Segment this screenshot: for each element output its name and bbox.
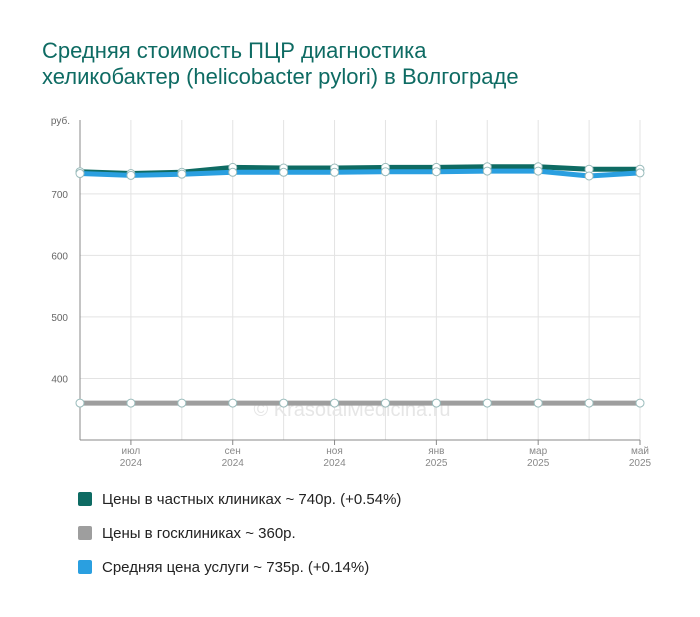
legend-item-public[interactable]: Цены в госклиниках ~ 360р. (78, 522, 401, 544)
legend-label-average: Средняя цена услуги ~ 735р. (+0.14%) (102, 558, 370, 576)
legend-item-private[interactable]: Цены в частных клиниках ~ 740р. (+0.54%) (78, 488, 401, 510)
data-point-average (635, 168, 645, 178)
y-tick-label: 500 (51, 313, 68, 324)
x-tick-label-month: май (631, 446, 649, 457)
legend-item-average[interactable]: Средняя цена услуги ~ 735р. (+0.14%) (78, 556, 401, 578)
legend-label-public: Цены в госклиниках ~ 360р. (102, 524, 296, 542)
y-tick-label: 400 (51, 374, 68, 385)
data-point-public (482, 398, 492, 408)
data-point-average (228, 167, 238, 177)
data-point-average (533, 166, 543, 176)
data-point-average (482, 166, 492, 176)
y-unit-label: руб. (51, 115, 70, 127)
legend-swatch-public (78, 526, 92, 540)
chart-title-line2: хеликобактер (helicobacter pylori) в Вол… (42, 64, 519, 89)
series-line-average (77, 168, 643, 179)
data-point-public (177, 398, 187, 408)
x-tick-label-month: сен (225, 446, 241, 457)
data-point-average (431, 167, 441, 177)
data-point-public (431, 398, 441, 408)
data-point-public (330, 398, 340, 408)
x-tick-label-month: янв (428, 446, 444, 457)
data-point-public (533, 398, 543, 408)
x-tick-label-month: ноя (326, 446, 343, 457)
legend-label-private: Цены в частных клиниках ~ 740р. (+0.54%) (102, 490, 402, 508)
data-point-public (635, 398, 645, 408)
data-point-average (330, 167, 340, 177)
data-point-public (380, 398, 390, 408)
chart-title: Средняя стоимость ПЦР диагностика хелико… (42, 38, 662, 90)
data-point-average (584, 171, 594, 181)
x-tick-label-year: 2024 (222, 458, 245, 469)
data-point-average (126, 170, 136, 180)
data-point-average (279, 167, 289, 177)
price-line-chart: 400500600700руб.июл2024сен2024ноя2024янв… (51, 115, 652, 469)
data-point-average (75, 169, 85, 179)
data-point-public (228, 398, 238, 408)
legend-swatch-average (78, 560, 92, 574)
x-tick-label-month: июл (122, 446, 141, 457)
x-tick-label-year: 2025 (527, 458, 550, 469)
y-tick-label: 600 (51, 251, 68, 262)
x-tick-label-year: 2024 (323, 458, 346, 469)
data-point-average (177, 169, 187, 179)
x-tick-label-month: мар (529, 446, 547, 457)
data-point-public (75, 398, 85, 408)
data-point-public (126, 398, 136, 408)
x-tick-label-year: 2025 (629, 458, 652, 469)
y-tick-label: 700 (51, 190, 68, 201)
legend-swatch-private (78, 492, 92, 506)
data-point-average (380, 167, 390, 177)
chart-title-line1: Средняя стоимость ПЦР диагностика (42, 38, 427, 63)
chart-legend: Цены в частных клиниках ~ 740р. (+0.54%)… (78, 488, 401, 590)
x-tick-label-year: 2024 (120, 458, 143, 469)
x-tick-label-year: 2025 (425, 458, 448, 469)
data-point-public (584, 398, 594, 408)
data-point-public (279, 398, 289, 408)
